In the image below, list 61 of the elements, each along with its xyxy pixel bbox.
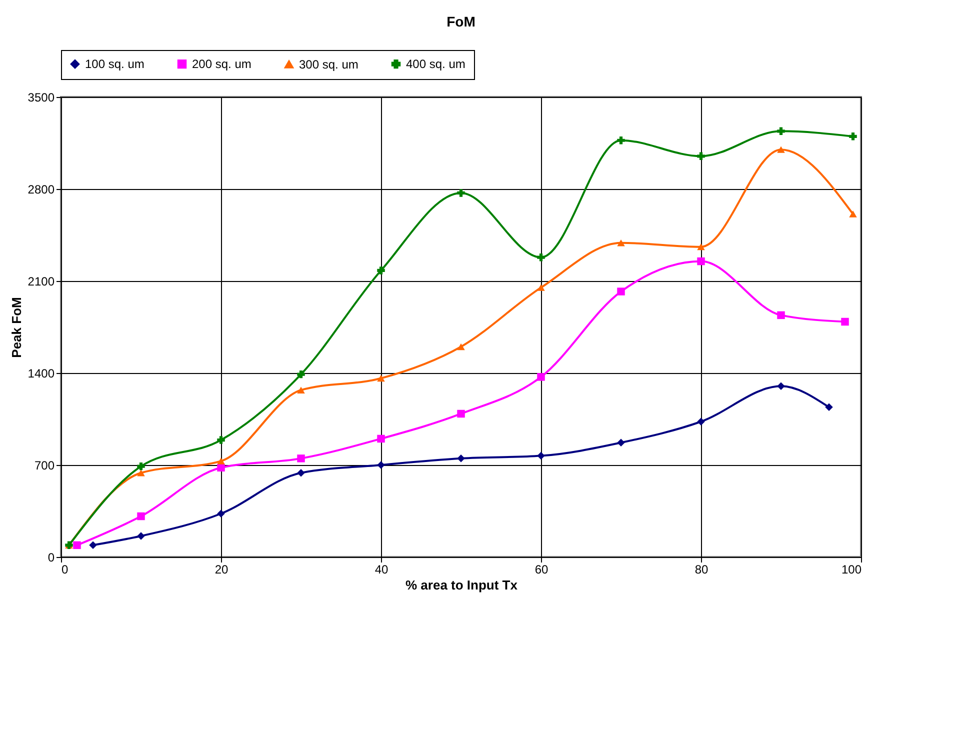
y-axis-title: Peak FoM bbox=[8, 297, 24, 358]
point bbox=[217, 458, 225, 464]
point bbox=[297, 370, 305, 378]
x-tick-label: 40 bbox=[374, 562, 388, 576]
point bbox=[617, 438, 625, 447]
point bbox=[841, 318, 849, 326]
y-tick-label: 0 bbox=[48, 550, 55, 564]
point bbox=[457, 343, 465, 350]
point bbox=[377, 266, 385, 274]
point bbox=[777, 311, 785, 320]
point bbox=[697, 257, 705, 266]
point bbox=[825, 403, 833, 412]
point bbox=[537, 284, 545, 291]
point bbox=[377, 374, 385, 382]
x-tick-label: 60 bbox=[534, 562, 548, 576]
point bbox=[457, 410, 465, 418]
point bbox=[297, 454, 305, 462]
point bbox=[137, 462, 145, 470]
point bbox=[537, 452, 545, 460]
x-axis-title: % area to Input Tx bbox=[406, 578, 518, 592]
point bbox=[617, 240, 625, 246]
point bbox=[137, 512, 145, 520]
point bbox=[217, 436, 225, 444]
point bbox=[73, 541, 81, 550]
point bbox=[217, 464, 225, 472]
legend-label: 400 sq. um bbox=[406, 57, 466, 72]
point bbox=[697, 243, 705, 250]
y-tick-label: 1400 bbox=[28, 366, 55, 380]
point bbox=[377, 461, 385, 469]
x-tick-label: 100 bbox=[841, 562, 862, 576]
point bbox=[697, 418, 705, 426]
point bbox=[537, 253, 545, 262]
legend-label: 300 sq. um bbox=[299, 57, 358, 72]
point bbox=[137, 532, 145, 540]
x-tick-label: 20 bbox=[214, 562, 228, 576]
point bbox=[537, 373, 545, 381]
legend-label: 200 sq. um bbox=[192, 57, 252, 72]
point bbox=[377, 434, 385, 443]
y-tick-label: 700 bbox=[34, 458, 55, 472]
point bbox=[697, 152, 705, 160]
point bbox=[849, 210, 857, 218]
point bbox=[457, 189, 465, 197]
point bbox=[297, 469, 305, 477]
point bbox=[457, 454, 465, 462]
point bbox=[777, 127, 785, 136]
point bbox=[777, 382, 785, 390]
y-tick-label: 2800 bbox=[28, 182, 55, 196]
chart-title: FoM bbox=[446, 14, 476, 30]
point bbox=[217, 510, 225, 518]
x-tick-label: 80 bbox=[694, 562, 708, 576]
point bbox=[849, 132, 857, 140]
point bbox=[617, 288, 625, 296]
legend-label: 100 sq. um bbox=[85, 57, 144, 72]
point bbox=[777, 146, 785, 153]
y-tick-label: 2100 bbox=[28, 274, 55, 288]
point bbox=[617, 136, 625, 144]
point bbox=[89, 541, 97, 550]
point bbox=[297, 386, 305, 394]
y-tick-label: 3500 bbox=[28, 90, 55, 104]
point bbox=[137, 470, 145, 476]
x-tick-label: 0 bbox=[62, 562, 68, 576]
